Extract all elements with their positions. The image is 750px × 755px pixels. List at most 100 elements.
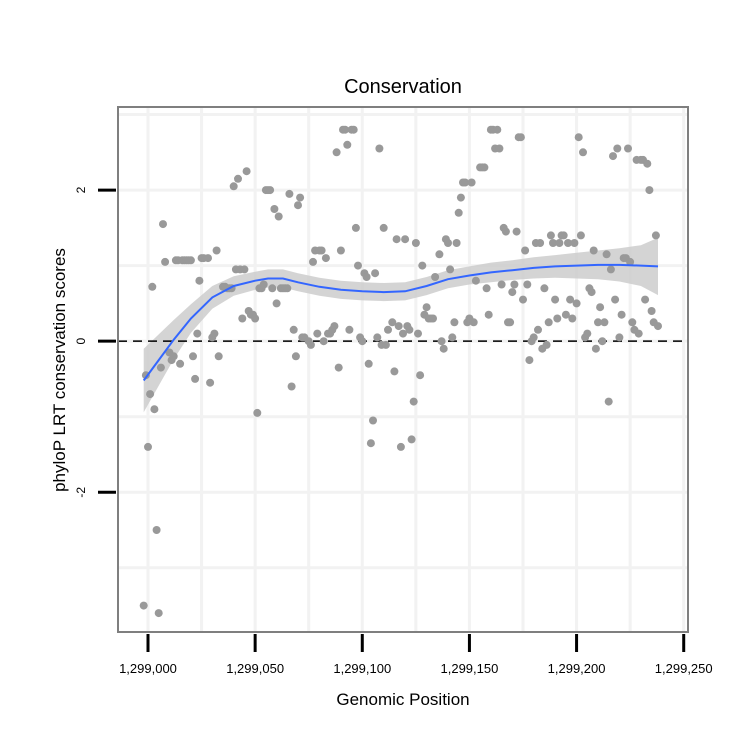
- data-point: [512, 227, 521, 236]
- x-tick-label: 1,299,200: [548, 661, 606, 676]
- data-point: [214, 352, 223, 361]
- data-point: [150, 405, 159, 414]
- data-point: [540, 284, 549, 293]
- data-point: [319, 337, 328, 346]
- data-point: [450, 318, 459, 327]
- data-point: [566, 295, 575, 304]
- data-point: [336, 246, 345, 255]
- data-point: [553, 314, 562, 323]
- data-point: [139, 601, 148, 610]
- data-point: [546, 231, 555, 240]
- data-point: [624, 144, 632, 153]
- data-point: [296, 193, 305, 202]
- data-point: [467, 178, 476, 187]
- data-point: [529, 333, 538, 342]
- data-point: [583, 329, 592, 338]
- data-point: [604, 397, 613, 406]
- data-point: [287, 382, 296, 391]
- data-point: [523, 280, 532, 289]
- data-point: [626, 257, 635, 266]
- data-point: [484, 310, 493, 319]
- data-point: [154, 609, 163, 618]
- data-point: [422, 303, 431, 312]
- axes-layer: -2 0 2 1,299,000 1,299,050 1,299,100 1,299,150…: [74, 186, 713, 676]
- data-point: [615, 333, 624, 342]
- panel-border: [117, 106, 689, 633]
- data-point: [268, 284, 277, 293]
- data-point: [570, 239, 579, 247]
- data-point: [456, 193, 465, 202]
- data-point: [435, 250, 444, 259]
- x-tick-label: 1,299,100: [333, 661, 391, 676]
- data-point: [606, 265, 615, 274]
- data-point: [291, 352, 300, 361]
- data-point: [602, 250, 611, 259]
- data-point: [266, 186, 275, 195]
- data-point: [561, 310, 570, 319]
- data-point: [354, 261, 362, 270]
- data-point: [330, 322, 339, 331]
- data-point: [274, 212, 283, 221]
- data-point: [516, 133, 525, 142]
- data-point: [544, 318, 553, 327]
- data-point: [461, 178, 470, 187]
- data-point: [501, 227, 510, 236]
- data-point: [341, 125, 350, 134]
- data-point: [229, 182, 238, 191]
- data-point: [384, 325, 392, 334]
- data-point: [641, 295, 650, 304]
- data-point: [405, 325, 414, 334]
- y-axis-label: phyloP LRT conservation scores: [50, 248, 69, 492]
- data-point: [429, 314, 437, 323]
- data-point: [212, 246, 221, 255]
- data-point: [396, 442, 405, 451]
- data-point: [596, 303, 605, 312]
- data-point: [645, 186, 654, 195]
- chart-title: Conservation: [344, 76, 462, 98]
- data-point: [193, 329, 202, 338]
- data-point: [534, 325, 542, 334]
- data-point: [289, 325, 298, 334]
- confidence-ribbon: [143, 237, 658, 413]
- data-point: [506, 318, 515, 327]
- panel-background: [118, 107, 688, 632]
- data-point: [609, 152, 617, 161]
- data-point: [600, 318, 609, 327]
- x-axis-label: Genomic Position: [336, 690, 469, 709]
- data-point: [536, 239, 545, 247]
- data-point: [364, 359, 373, 368]
- data-point: [272, 299, 281, 308]
- data-point: [418, 261, 427, 270]
- data-point: [394, 322, 403, 331]
- data-point: [195, 276, 204, 285]
- data-point: [206, 378, 215, 387]
- data-point: [437, 337, 446, 346]
- data-point: [334, 363, 343, 372]
- data-point: [452, 239, 461, 247]
- x-tick-label: 1,299,000: [119, 661, 177, 676]
- y-tick-label: -2: [74, 487, 88, 498]
- x-tick-label: 1,299,050: [226, 661, 284, 676]
- data-point: [651, 231, 660, 240]
- data-point: [576, 231, 585, 240]
- data-point: [628, 318, 637, 327]
- data-point: [409, 397, 418, 406]
- data-point: [414, 329, 422, 338]
- data-point: [366, 439, 375, 448]
- data-point: [358, 337, 367, 346]
- data-point: [568, 314, 577, 323]
- data-point: [388, 318, 397, 327]
- data-point: [345, 325, 354, 334]
- data-point: [471, 276, 480, 285]
- data-point: [159, 220, 167, 229]
- data-point: [611, 295, 620, 304]
- data-point: [407, 435, 416, 444]
- data-point: [369, 416, 377, 425]
- data-point: [144, 442, 152, 451]
- x-tick-label: 1,299,250: [655, 661, 713, 676]
- data-point: [493, 125, 502, 134]
- data-point: [321, 254, 330, 263]
- data-point: [373, 333, 382, 342]
- data-point: [495, 144, 504, 153]
- data-point: [259, 280, 268, 289]
